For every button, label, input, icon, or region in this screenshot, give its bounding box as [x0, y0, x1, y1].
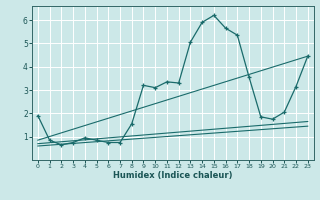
X-axis label: Humidex (Indice chaleur): Humidex (Indice chaleur) [113, 171, 233, 180]
